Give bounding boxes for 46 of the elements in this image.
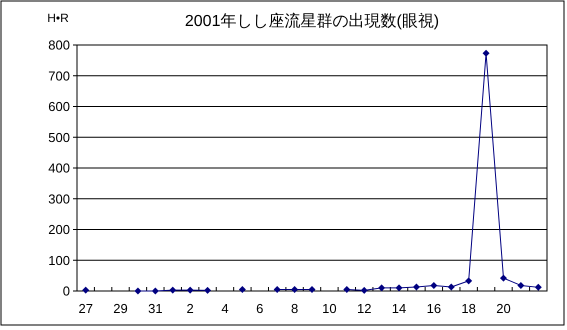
point bbox=[396, 284, 403, 292]
point bbox=[430, 282, 438, 289]
x-tick-label: 31 bbox=[148, 301, 163, 316]
y-tick-label: 300 bbox=[48, 191, 70, 206]
x-tick-label: 2 bbox=[186, 301, 194, 316]
x-tick-label: 6 bbox=[256, 301, 264, 316]
x-tick-label: 16 bbox=[426, 301, 442, 316]
x-tick-label: 12 bbox=[356, 301, 372, 316]
point bbox=[291, 286, 298, 293]
point bbox=[534, 284, 542, 291]
y-tick-label: 600 bbox=[48, 99, 70, 114]
point bbox=[204, 286, 212, 294]
point bbox=[343, 286, 350, 293]
point bbox=[517, 282, 524, 289]
point bbox=[500, 274, 507, 282]
y-tick-label: 100 bbox=[48, 252, 70, 268]
point bbox=[186, 286, 194, 294]
point bbox=[360, 286, 368, 294]
y-tick-label: 800 bbox=[48, 38, 70, 53]
x-tick-label: 29 bbox=[113, 301, 128, 316]
point bbox=[482, 50, 490, 57]
x-tick-label: 8 bbox=[290, 301, 298, 316]
point bbox=[378, 284, 386, 292]
point bbox=[82, 286, 90, 294]
x-tick-label: 10 bbox=[322, 301, 337, 316]
y-tick-label: 700 bbox=[48, 68, 70, 84]
point bbox=[152, 288, 159, 294]
x-tick-label: 27 bbox=[78, 301, 93, 316]
x-tick-label: 14 bbox=[392, 301, 406, 316]
x-tick-label: 18 bbox=[461, 301, 476, 316]
point bbox=[274, 286, 281, 293]
y-axis-title: H•R bbox=[47, 11, 70, 25]
x-tick-label: 20 bbox=[496, 301, 511, 316]
y-tick-label: 500 bbox=[48, 130, 70, 145]
y-tick-label: 400 bbox=[48, 160, 70, 176]
y-tick-label: 200 bbox=[48, 222, 70, 238]
x-tick-label: 4 bbox=[221, 301, 229, 316]
point bbox=[169, 286, 176, 294]
chart-title: 2001年しし座流星群の出現数(眼視) bbox=[184, 12, 440, 30]
point bbox=[238, 286, 246, 293]
point bbox=[308, 286, 316, 293]
y-tick-label: 0 bbox=[62, 284, 70, 299]
point bbox=[448, 284, 455, 291]
point bbox=[412, 284, 420, 291]
point bbox=[465, 277, 472, 284]
point bbox=[134, 288, 142, 294]
